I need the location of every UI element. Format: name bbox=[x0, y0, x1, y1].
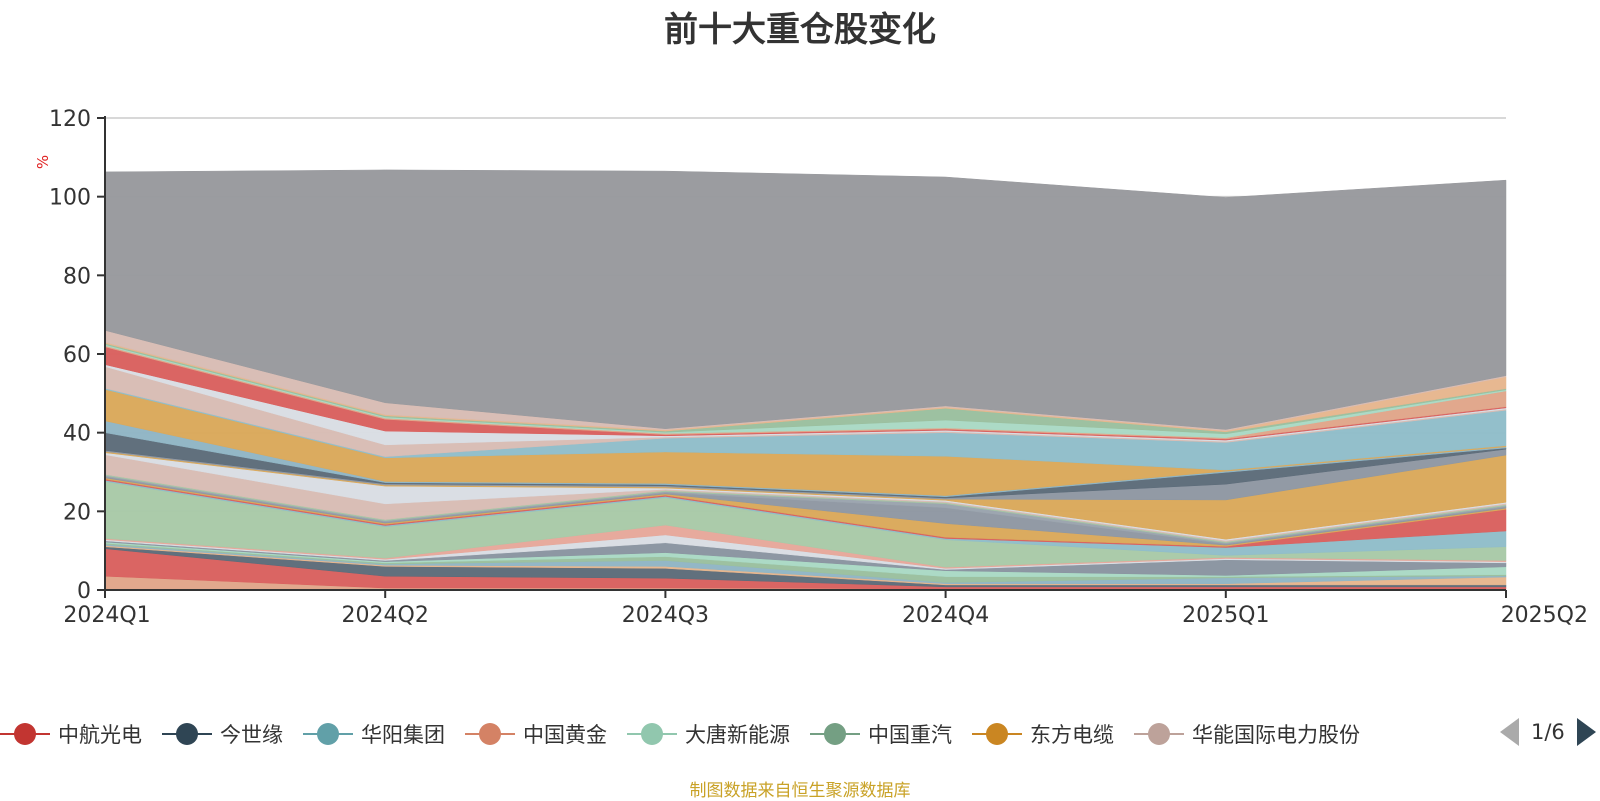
y-tick-label: 0 bbox=[77, 579, 91, 604]
legend-page-indicator: 1/6 bbox=[1531, 720, 1565, 744]
legend-item[interactable]: 大唐新能源 bbox=[627, 719, 790, 749]
legend-marker-icon bbox=[1134, 720, 1184, 748]
legend-label: 华能国际电力股份 bbox=[1192, 723, 1360, 747]
x-tick-label: 2024Q2 bbox=[342, 603, 429, 628]
legend-label: 大唐新能源 bbox=[685, 723, 790, 747]
legend-marker-icon bbox=[162, 720, 212, 748]
legend-item[interactable]: 中航光电 bbox=[0, 719, 142, 749]
area-series-33[interactable] bbox=[104, 169, 1507, 430]
legend-marker-icon bbox=[0, 720, 50, 748]
legend-marker-icon bbox=[627, 720, 677, 748]
legend-marker-icon bbox=[810, 720, 860, 748]
legend-marker-icon bbox=[303, 720, 353, 748]
legend-label: 华阳集团 bbox=[361, 723, 445, 747]
legend-item[interactable]: 中国黄金 bbox=[465, 719, 607, 749]
legend-item[interactable]: 中国重汽 bbox=[810, 719, 952, 749]
legend-item[interactable]: 华能国际电力股份 bbox=[1134, 719, 1360, 749]
legend-label: 今世缘 bbox=[220, 723, 283, 747]
legend-item[interactable]: 东方电缆 bbox=[972, 719, 1114, 749]
legend: 中航光电 今世缘 华阳集团 中国黄金 大唐新能源 中国重汽 东方电缆 华能国际电力股份 bbox=[0, 716, 1380, 752]
x-tick-label: 2024Q3 bbox=[622, 603, 709, 628]
area-series-layer bbox=[104, 169, 1507, 591]
x-tick-label: 2025Q1 bbox=[1182, 603, 1269, 628]
legend-label: 中航光电 bbox=[58, 723, 142, 747]
legend-label: 中国重汽 bbox=[868, 723, 952, 747]
legend-item[interactable]: 华阳集团 bbox=[303, 719, 445, 749]
legend-pager: 1/6 bbox=[1500, 718, 1596, 746]
legend-label: 东方电缆 bbox=[1030, 723, 1114, 747]
legend-item[interactable]: 今世缘 bbox=[162, 719, 283, 749]
y-tick-label: 40 bbox=[63, 422, 91, 447]
legend-label: 中国黄金 bbox=[523, 723, 607, 747]
x-tick-label: 2024Q1 bbox=[63, 603, 150, 628]
legend-marker-icon bbox=[465, 720, 515, 748]
x-tick-label: 2025Q2 bbox=[1501, 603, 1588, 628]
y-tick-label: 80 bbox=[63, 264, 91, 289]
y-axis-label: % bbox=[34, 155, 52, 169]
x-tick-label: 2024Q4 bbox=[902, 603, 989, 628]
legend-next-page-icon[interactable] bbox=[1576, 718, 1596, 746]
y-tick-label: 20 bbox=[63, 500, 91, 525]
y-tick-label: 100 bbox=[49, 186, 91, 211]
data-source-note: 制图数据来自恒生聚源数据库 bbox=[689, 781, 911, 801]
legend-marker-icon bbox=[972, 720, 1022, 748]
y-tick-label: 120 bbox=[49, 107, 91, 132]
chart-title: 前十大重仓股变化 bbox=[664, 10, 936, 50]
axes: 0 20 40 60 80 100 120 2024Q1 2024Q2 2024Q3 2024Q4 2… bbox=[34, 107, 1588, 628]
legend-prev-page-icon[interactable] bbox=[1500, 718, 1519, 746]
y-tick-label: 60 bbox=[63, 343, 91, 368]
